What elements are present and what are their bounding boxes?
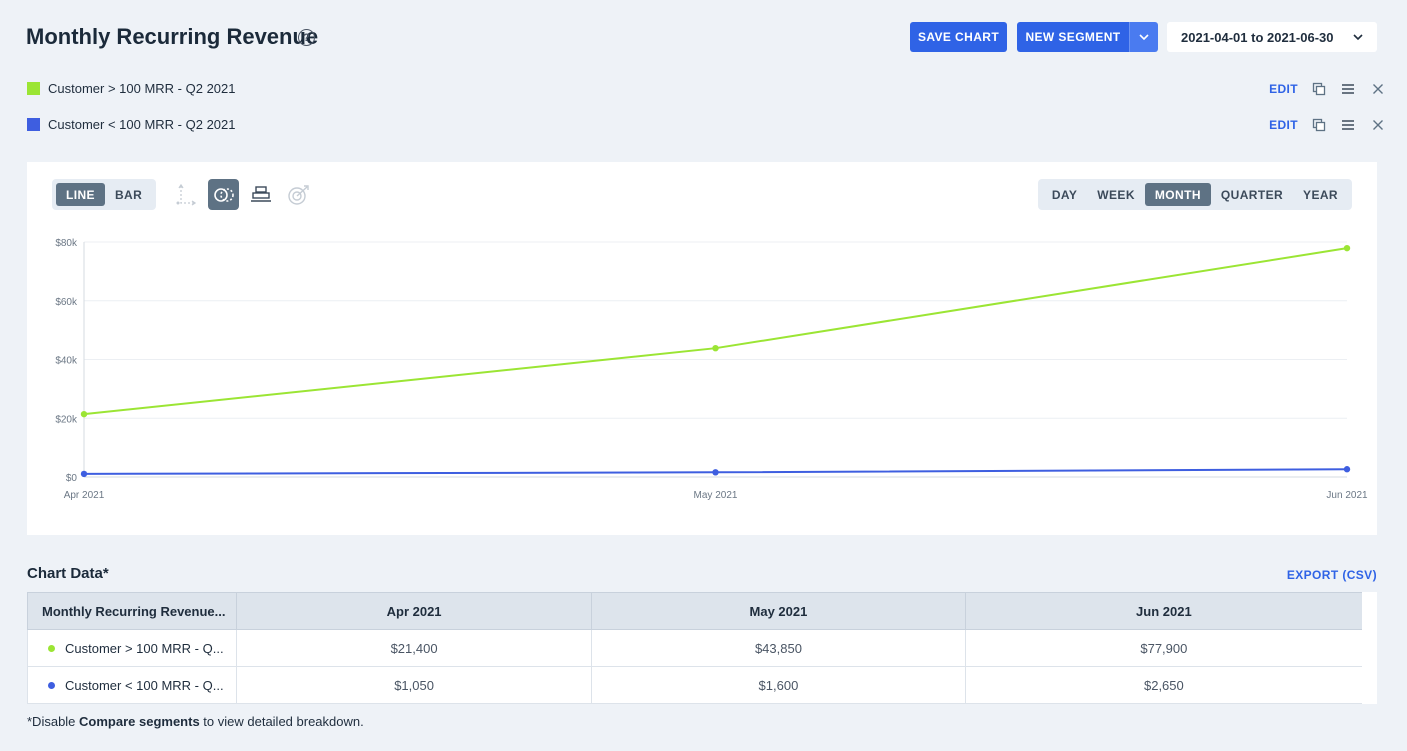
compare-segments-icon xyxy=(213,187,234,202)
page-header: Monthly Recurring Revenue ? SAVE CHART N… xyxy=(26,22,1377,52)
stack-icon xyxy=(250,185,271,202)
period-toggle: DAY WEEK MONTH QUARTER YEAR xyxy=(1037,179,1352,210)
date-range-value: 2021-04-01 to 2021-06-30 xyxy=(1181,29,1334,45)
data-point xyxy=(80,410,88,418)
save-chart-button[interactable]: SAVE CHART xyxy=(910,22,1007,52)
segment-color-swatch xyxy=(27,82,40,95)
y-tick-label: $0 xyxy=(66,473,78,484)
close-icon[interactable] xyxy=(1371,118,1385,132)
table-cell: $1,050 xyxy=(235,666,593,704)
footnote-suffix: to view detailed breakdown. xyxy=(199,714,364,729)
date-range-picker[interactable]: 2021-04-01 to 2021-06-30 xyxy=(1167,22,1377,52)
footnote-prefix: *Disable xyxy=(27,714,80,729)
chevron-down-icon xyxy=(1353,34,1363,41)
table-cell: $1,600 xyxy=(591,666,966,704)
segment-label: Customer < 100 MRR - Q... xyxy=(65,677,224,693)
duplicate-icon[interactable] xyxy=(1312,118,1326,132)
chevron-down-icon xyxy=(1139,34,1149,40)
segment-dot xyxy=(48,681,55,689)
y-tick-label: $60k xyxy=(55,297,78,308)
goal-icon xyxy=(287,184,309,205)
axis-icon xyxy=(176,183,196,206)
segment-edit-button[interactable]: EDIT xyxy=(1269,82,1298,96)
period-year[interactable]: YEAR xyxy=(1303,187,1338,202)
table-cell: $77,900 xyxy=(964,629,1371,667)
axis-toggle-button[interactable] xyxy=(170,179,201,210)
data-point xyxy=(1343,466,1351,473)
chart-type-bar[interactable]: BAR xyxy=(114,187,143,202)
y-tick-label: $80k xyxy=(55,238,78,249)
chart-type-toggle: LINE BAR xyxy=(52,179,157,210)
series-line xyxy=(83,247,1348,416)
close-icon[interactable] xyxy=(1371,82,1385,96)
segment-dot xyxy=(48,644,55,652)
line-chart: $0 $20k $40k $60k $80k Apr 2021 May 2021 Jun 20… xyxy=(55,238,1368,501)
table-header-month: Apr 2021 xyxy=(235,592,593,630)
segment-color-swatch xyxy=(27,118,40,131)
data-point xyxy=(80,470,88,478)
chart-data-table: Monthly Recurring Revenue... Apr 2021 Ma… xyxy=(27,592,1377,704)
table-header-row: Monthly Recurring Revenue... Apr 2021 Ma… xyxy=(27,592,1371,630)
menu-icon[interactable] xyxy=(1341,82,1355,96)
y-tick-label: $40k xyxy=(55,356,78,367)
help-icon[interactable]: ? xyxy=(298,29,315,46)
table-row: Customer > 100 MRR - Q... $21,400 $43,85… xyxy=(27,629,1371,667)
x-tick-label: Jun 2021 xyxy=(1326,490,1368,501)
chart-type-line[interactable]: LINE xyxy=(56,183,105,206)
table-cell: $2,650 xyxy=(964,666,1371,704)
segment-row: Customer > 100 MRR - Q2 2021 EDIT xyxy=(26,79,1383,99)
stack-button[interactable] xyxy=(245,179,276,210)
segment-row: Customer < 100 MRR - Q2 2021 EDIT xyxy=(26,115,1383,135)
x-tick-label: Apr 2021 xyxy=(64,490,105,501)
chart-panel: LINE BAR DAY WEEK MONTH xyxy=(27,162,1377,535)
duplicate-icon[interactable] xyxy=(1312,82,1326,96)
menu-icon[interactable] xyxy=(1341,118,1355,132)
table-header-metric: Monthly Recurring Revenue... xyxy=(27,592,237,630)
table-row-label: Customer > 100 MRR - Q... xyxy=(27,629,237,667)
page-title: Monthly Recurring Revenue xyxy=(26,24,319,49)
segment-label: Customer > 100 MRR - Q... xyxy=(65,640,224,656)
segment-label: Customer < 100 MRR - Q2 2021 xyxy=(48,117,236,132)
data-point xyxy=(712,344,719,352)
table-header-month: Jun 2021 xyxy=(964,592,1371,630)
table-cell: $21,400 xyxy=(235,629,593,667)
compare-segments-button[interactable] xyxy=(208,179,239,210)
period-day[interactable]: DAY xyxy=(1051,187,1078,202)
table-header-month: May 2021 xyxy=(591,592,966,630)
footnote: *Disable Compare segments to view detail… xyxy=(27,714,364,729)
table-row-label: Customer < 100 MRR - Q... xyxy=(27,666,237,704)
period-month[interactable]: MONTH xyxy=(1144,183,1211,206)
segment-label: Customer > 100 MRR - Q2 2021 xyxy=(48,81,236,96)
y-tick-label: $20k xyxy=(55,414,78,425)
goal-button[interactable] xyxy=(283,179,314,210)
chart-data-title: Chart Data* xyxy=(27,565,109,582)
new-segment-dropdown-button[interactable] xyxy=(1129,22,1158,52)
period-week[interactable]: WEEK xyxy=(1097,187,1135,202)
period-quarter[interactable]: QUARTER xyxy=(1220,187,1284,202)
x-tick-label: May 2021 xyxy=(694,490,738,501)
table-cell: $43,850 xyxy=(591,629,966,667)
new-segment-button[interactable]: NEW SEGMENT xyxy=(1017,22,1129,52)
footnote-bold: Compare segments xyxy=(79,714,200,729)
data-point xyxy=(712,469,719,476)
export-csv-link[interactable]: EXPORT (CSV) xyxy=(1286,568,1377,582)
table-row: Customer < 100 MRR - Q... $1,050 $1,600 … xyxy=(27,666,1371,704)
data-point xyxy=(1343,244,1351,252)
segment-edit-button[interactable]: EDIT xyxy=(1269,118,1298,132)
